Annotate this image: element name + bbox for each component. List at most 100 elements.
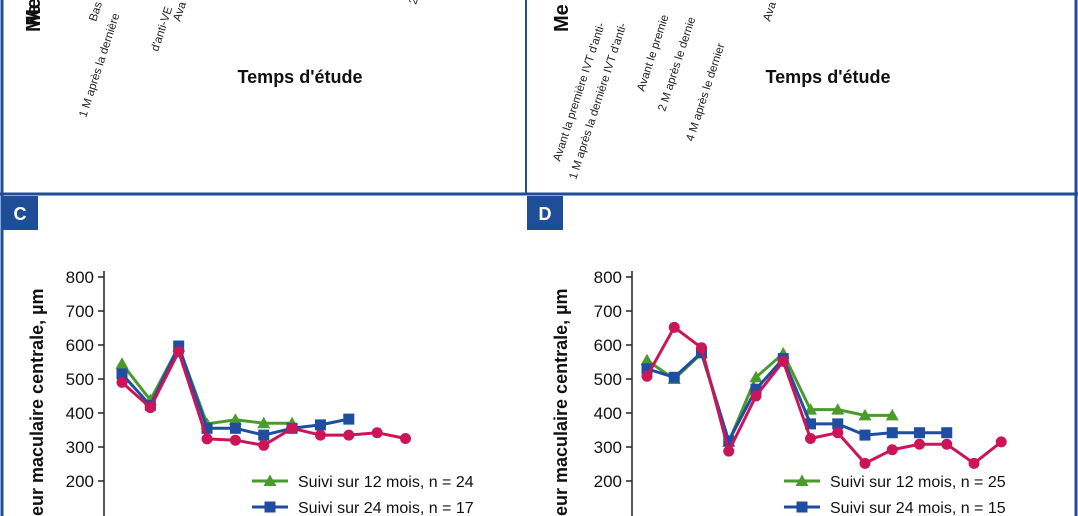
panel-a-xtick: Ava (171, 0, 189, 23)
panel-d-point-magenta (832, 427, 844, 439)
panel-b-xtick: Ava (761, 0, 779, 23)
panel-a-xtick: 2 (407, 0, 420, 6)
panel-c-legend-marker-green (263, 474, 277, 486)
panel-d-point-blue (668, 371, 680, 383)
panel-a-ylabel-fragment: Me (23, 0, 45, 26)
panel-b-partial: Me Temps d'étude Avant la première IVT d… (551, 0, 890, 181)
panel-c-point-magenta (258, 439, 270, 451)
panel-c-badge (2, 196, 38, 230)
panel-b-ylabel-fragment: Me (551, 4, 573, 32)
panel-d-point-blue (859, 429, 871, 441)
panel-d-legend-label: Suivi sur 12 mois, n = 25 (830, 474, 1006, 491)
panel-d-yticks: 200 300 400 500 600 700 800 (594, 268, 632, 491)
panel-c-point-magenta (229, 434, 241, 446)
panel-d-point-blue (832, 418, 844, 430)
panel-c-ytick-label: 300 (66, 438, 94, 457)
panel-d-point-blue (941, 427, 953, 439)
panel-c-point-magenta (343, 429, 355, 441)
panel-c-point-magenta (116, 376, 128, 388)
panel-d-point-magenta (805, 433, 816, 444)
panel-d-point-magenta (668, 321, 680, 333)
panel-c-yticks: 200 300 400 500 600 700 800 (66, 268, 104, 491)
panel-a-ylabel-fragment-visible: Me (23, 4, 45, 32)
panel-d-ylabel: eur maculaire centrale, µm (551, 289, 571, 516)
panel-c-point-magenta (314, 429, 326, 441)
panel-d-point-blue (886, 427, 898, 439)
panel-a-xtick: d'anti-VE (149, 5, 175, 53)
panel-d-point-magenta (696, 342, 707, 354)
panel-d-plot (640, 321, 1007, 469)
panel-d-legend-label: Suivi sur 24 mois, n = 15 (830, 500, 1006, 516)
panel-d-point-green (858, 408, 872, 421)
panel-c-point-magenta (371, 427, 383, 439)
panel-d-ytick-label: 600 (594, 336, 622, 355)
panel-d-point-green (804, 403, 817, 415)
panel-c-ylabel: eur maculaire centrale, µm (27, 289, 47, 516)
panel-c-ytick-label: 400 (66, 404, 94, 423)
panel-a-xlabel: Temps d'étude (238, 67, 363, 87)
panel-c-point-green (115, 357, 129, 369)
panel-a-xtick: Bas (87, 0, 105, 23)
panel-d-point-green (749, 370, 763, 383)
panel-d-point-green (640, 353, 654, 366)
panel-b-xtick: 4 M après le dernier (684, 42, 727, 143)
panel-d-point-magenta (968, 457, 980, 469)
panel-d-point-magenta (914, 438, 925, 450)
panel-a-xtick: 1 M après la dernière (77, 12, 122, 119)
panel-d-badge (527, 196, 563, 230)
panel-c-ytick-label: 800 (66, 268, 94, 287)
panel-c-ytick-label: 500 (66, 370, 94, 389)
panel-d-point-magenta (750, 390, 762, 402)
panel-c-point-blue (258, 429, 270, 441)
panel-c-ytick-label: 200 (66, 472, 94, 491)
panel-d: D eur maculaire centrale, µm 200 300 400 50… (527, 196, 1007, 516)
panel-d-point-blue (805, 418, 816, 430)
panel-d-ytick-label: 800 (594, 268, 622, 287)
panel-c-ytick-label: 700 (66, 302, 94, 321)
panel-d-point-blue (750, 383, 762, 395)
panel-c-point-blue (229, 422, 241, 434)
panel-d-ytick-label: 700 (594, 302, 622, 321)
panel-c-legend-marker-blue (264, 501, 276, 513)
panel-c-point-magenta (286, 422, 298, 434)
panel-d-badge-label: D (539, 204, 552, 224)
panel-c-point-blue (314, 419, 326, 431)
panel-d-point-magenta (886, 444, 898, 456)
panel-d-legend-marker-blue (796, 501, 808, 513)
panel-d-ytick-label: 400 (594, 404, 622, 423)
panel-c-point-green (228, 413, 242, 425)
panel-d-point-green (885, 408, 899, 421)
panel-c-point-magenta (173, 346, 185, 358)
panel-c: C eur maculaire centrale, µm 200 300 400 50… (2, 196, 474, 516)
panel-c-legend-label: Suivi sur 24 mois, n = 17 (298, 500, 474, 516)
panel-c-point-blue (343, 413, 355, 425)
panel-d-legend-marker-green (795, 474, 809, 486)
panel-d-point-magenta (777, 355, 789, 367)
panel-d-point-blue (914, 427, 925, 439)
panel-d-point-magenta (723, 445, 735, 457)
panel-d-point-green (831, 403, 845, 415)
panel-c-series-line-green (120, 345, 293, 426)
panel-c-point-blue (201, 422, 213, 434)
panel-d-point-blue (641, 363, 653, 375)
panel-d-point-magenta (995, 436, 1007, 448)
panel-d-ytick-label: 300 (594, 438, 622, 457)
panel-c-point-blue (173, 340, 185, 352)
panel-c-badge-label: C (14, 204, 27, 224)
panel-c-plot (115, 340, 411, 451)
panel-c-point-magenta (400, 433, 411, 444)
panel-c-point-magenta (144, 402, 156, 414)
panel-c-legend-label: Suivi sur 12 mois, n = 24 (298, 474, 474, 491)
panel-c-ytick-label: 600 (66, 336, 94, 355)
panel-d-point-magenta (859, 457, 871, 469)
panel-c-point-magenta (201, 433, 213, 445)
panel-d-point-magenta (941, 438, 953, 450)
panel-d-legend: Suivi sur 12 mois, n = 25 Suivi sur 24 mo… (784, 474, 1006, 516)
panel-d-point-blue (723, 435, 735, 447)
panel-a-partial: Me Me Temps d'étude Bas 1 M après la der… (23, 0, 421, 119)
panel-b-xlabel: Temps d'étude (766, 67, 891, 87)
panel-c-point-blue (116, 368, 128, 380)
panel-d-ytick-label: 500 (594, 370, 622, 389)
panel-c-point-green (257, 416, 271, 429)
